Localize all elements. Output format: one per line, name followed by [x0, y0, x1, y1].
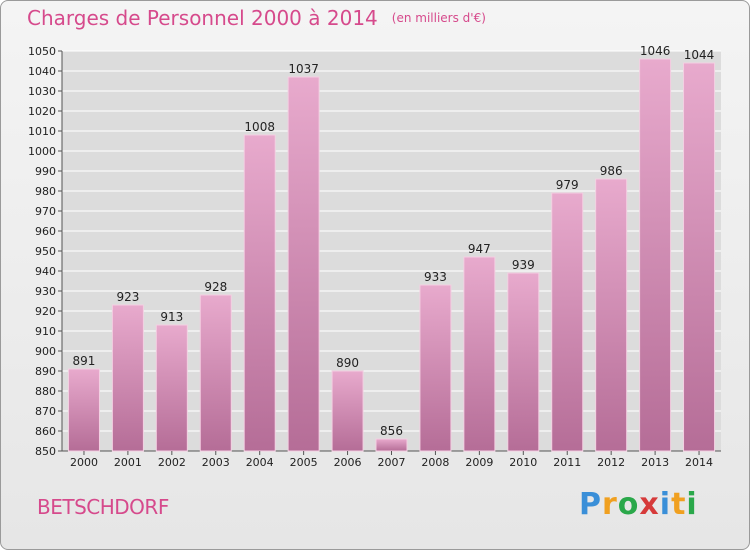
value-label: 856: [380, 424, 403, 438]
x-tick-label: 2011: [553, 456, 581, 469]
value-label: 1046: [640, 44, 671, 58]
y-tick-label: 940: [35, 265, 56, 278]
value-label: 1044: [684, 48, 715, 62]
y-tick-label: 960: [35, 225, 56, 238]
chart-title: Charges de Personnel 2000 à 2014 (en mill…: [27, 6, 486, 30]
value-label: 1008: [244, 120, 275, 134]
bar: [551, 192, 584, 452]
value-label: 923: [116, 290, 139, 304]
y-tick-label: 920: [35, 305, 56, 318]
y-tick-label: 870: [35, 405, 56, 418]
value-label: 939: [512, 258, 535, 272]
value-label: 890: [336, 356, 359, 370]
unit-text: (en milliers d'€): [391, 11, 486, 25]
y-tick-label: 890: [35, 365, 56, 378]
y-tick-label: 880: [35, 385, 56, 398]
y-tick-label: 1040: [28, 65, 56, 78]
bar: [639, 58, 672, 452]
commune-name: BETSCHDORF: [37, 495, 169, 519]
x-tick-label: 2005: [290, 456, 318, 469]
bar: [67, 368, 100, 452]
y-tick-label: 1030: [28, 85, 56, 98]
bar: [331, 370, 364, 452]
x-tick-label: 2009: [465, 456, 493, 469]
value-label: 933: [424, 270, 447, 284]
bar: [463, 256, 496, 452]
bar: [155, 324, 188, 452]
y-tick-label: 980: [35, 185, 56, 198]
proxiti-logo: Proxiti: [579, 487, 698, 522]
y-tick-label: 990: [35, 165, 56, 178]
x-tick-label: 2004: [246, 456, 274, 469]
x-tick-label: 2002: [158, 456, 186, 469]
y-tick-label: 950: [35, 245, 56, 258]
bar: [287, 76, 320, 452]
x-tick-label: 2003: [202, 456, 230, 469]
x-tick-label: 2006: [334, 456, 362, 469]
bar: [111, 304, 144, 452]
x-tick-label: 2012: [597, 456, 625, 469]
value-label: 913: [160, 310, 183, 324]
y-tick-label: 970: [35, 205, 56, 218]
x-tick-label: 2001: [114, 456, 142, 469]
y-tick-label: 910: [35, 325, 56, 338]
x-tick-label: 2010: [509, 456, 537, 469]
x-tick-label: 2000: [70, 456, 98, 469]
y-tick-label: 1020: [28, 105, 56, 118]
value-label: 986: [600, 164, 623, 178]
y-tick-label: 900: [35, 345, 56, 358]
x-tick-label: 2014: [685, 456, 713, 469]
title-text: Charges de Personnel 2000 à 2014: [27, 6, 378, 30]
bar: [419, 284, 452, 452]
bar: [507, 272, 540, 452]
value-label: 979: [556, 178, 579, 192]
value-label: 947: [468, 242, 491, 256]
x-tick-label: 2008: [421, 456, 449, 469]
y-tick-label: 850: [35, 445, 56, 458]
y-tick-label: 1000: [28, 145, 56, 158]
y-tick-label: 1050: [28, 45, 56, 58]
y-tick-label: 860: [35, 425, 56, 438]
y-tick-label: 930: [35, 285, 56, 298]
x-tick-label: 2007: [378, 456, 406, 469]
y-tick-label: 1010: [28, 125, 56, 138]
bar: [375, 438, 408, 452]
x-tick-label: 2013: [641, 456, 669, 469]
value-label: 891: [73, 354, 96, 368]
value-label: 1037: [288, 62, 319, 76]
bar: [683, 62, 716, 452]
bar: [243, 134, 276, 452]
value-label: 928: [204, 280, 227, 294]
bar: [595, 178, 628, 452]
bar: [199, 294, 232, 452]
